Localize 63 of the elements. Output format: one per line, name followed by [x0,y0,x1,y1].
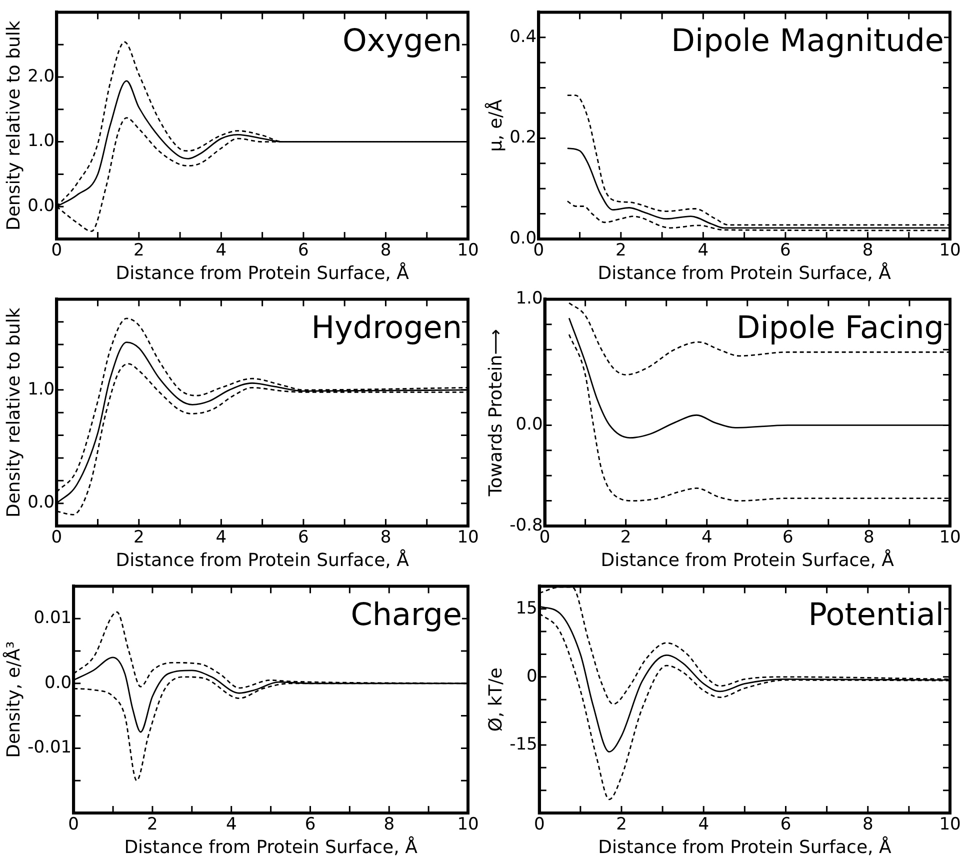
y-tick-label: -15 [510,734,538,754]
x-tick-label: 10 [939,814,961,835]
x-tick-label: 8 [862,240,874,261]
x-tick-label: 2 [616,814,627,835]
chart-title: Charge [350,597,462,634]
x-tick-label: 10 [939,240,961,261]
chart-title: Hydrogen [311,310,462,346]
x-tick-label: 10 [939,528,961,548]
y-tick-label: 0.2 [510,128,537,148]
x-tick-label: 4 [216,528,227,548]
x-tick-label: 4 [701,528,712,548]
x-axis-title: Distance from Protein Surface, Å [124,836,418,858]
x-tick-label: 4 [698,240,709,261]
y-axis-title: Density, e/Å³ [2,641,24,758]
y-tick-label: 15 [516,598,538,618]
chart-title: Dipole Magnitude [671,23,944,60]
x-tick-label: 10 [457,240,479,261]
x-tick-label: 6 [298,528,309,548]
x-tick-label: 2 [133,528,144,548]
x-tick-label: 6 [782,528,794,548]
y-tick-label: 0.0 [44,672,72,693]
x-axis-title: Distance from Protein Surface, Å [598,836,892,858]
y-tick-label: -0.01 [28,738,72,758]
x-tick-label: 2 [615,240,626,261]
y-tick-label: 1.0 [28,131,55,152]
y-axis-title: μ, e/Å [484,98,506,152]
x-tick-label: 10 [457,528,479,548]
y-tick-label: 0.01 [34,608,72,628]
y-tick-label: 0.4 [510,26,537,47]
x-tick-label: 8 [862,814,874,835]
x-tick-label: 2 [620,528,632,548]
x-tick-label: 4 [216,240,227,261]
x-tick-label: 8 [384,814,395,835]
x-tick-label: 2 [147,814,158,835]
x-tick-label: 6 [780,240,791,261]
x-axis-title: Distance from Protein Surface, Å [116,262,410,284]
x-tick-label: 8 [380,528,392,548]
y-tick-label: 0.0 [28,492,55,513]
y-axis-title: Density relative to bulk [3,307,24,518]
x-tick-label: 6 [304,814,316,835]
chart-title: Oxygen [342,23,462,60]
x-tick-label: 10 [457,814,479,835]
x-tick-label: 8 [864,528,874,548]
chart-title: Dipole Facing [736,310,944,346]
x-tick-label: 6 [298,240,309,261]
x-tick-label: 8 [380,240,392,261]
x-tick-label: 4 [698,814,710,835]
x-axis-title: Distance from Protein Surface, Å [116,548,410,571]
y-axis-title: Density relative to bulk [3,20,24,231]
x-tick-label: 2 [133,240,144,261]
x-axis-title: Distance from Protein Surface, Å [598,262,892,284]
y-tick-label: 1.0 [516,288,543,309]
y-tick-label: 1.0 [28,379,55,400]
y-tick-label: 0.0 [516,414,543,435]
y-tick-label: 0 [526,666,538,686]
x-tick-label: 6 [780,814,792,835]
chart-title: Potential [808,597,944,634]
y-axis-title: Ø, kT/e [485,668,506,732]
y-axis-title: Towards Protein⟶ [485,328,506,498]
x-tick-label: 4 [226,814,237,835]
x-axis-title: Distance from Protein Surface, Å [600,548,895,571]
y-tick-label: 0.0 [28,196,55,216]
y-tick-label: 2.0 [28,66,55,86]
